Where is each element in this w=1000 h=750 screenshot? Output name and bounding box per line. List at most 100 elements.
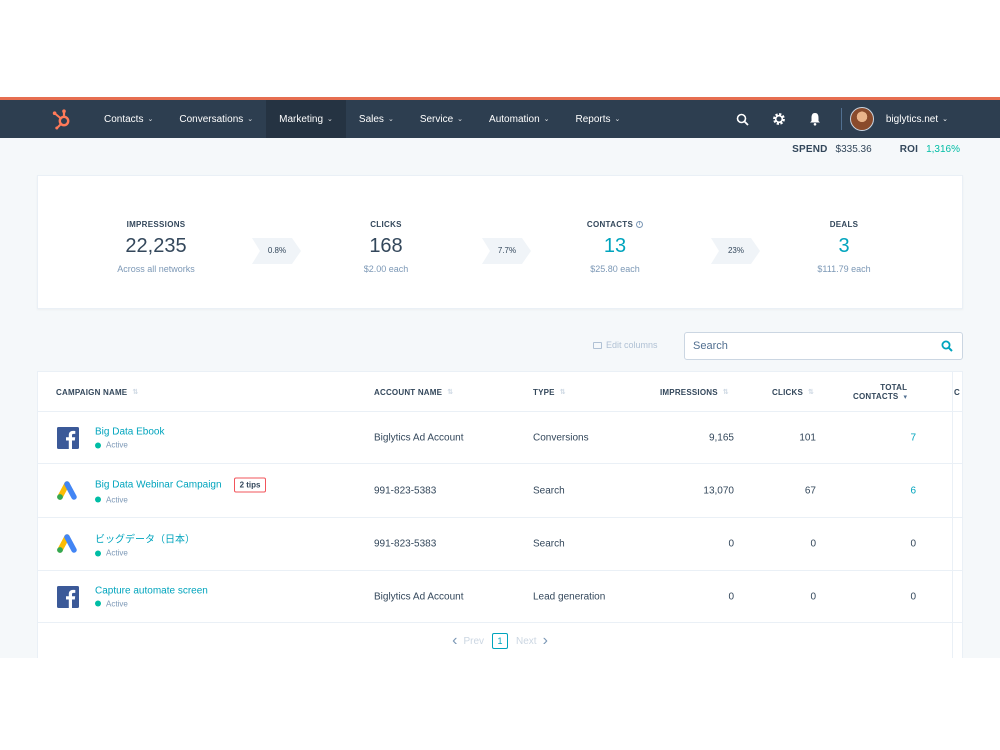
campaign-name-link[interactable]: ビッグデータ（日本） [95,531,195,546]
edit-columns-label: Edit columns [606,340,658,350]
column-total-contacts[interactable]: TOTAL CONTACTS ▾ [853,372,907,412]
pagination: ‹ Prev 1 Next › [0,632,1000,650]
metric-contacts: CONTACTS i 13 $25.80 each [535,220,695,274]
column-campaign-name[interactable]: CAMPAIGN NAME ⇅ [56,372,138,412]
top-nav: Contacts ⌄ Conversations ⌄ Marketing ⌄ Sale… [0,100,1000,138]
status-label: Active [106,495,128,504]
chevron-right-icon: › [542,632,548,649]
clicks-cell: 101 [799,432,816,444]
type-cell: Search [533,538,565,550]
funnel-card: IMPRESSIONS 22,235 Across all networks 0… [37,175,963,309]
account-name: biglytics.net [885,113,939,125]
sort-icon: ⇅ [447,389,454,396]
clicks-cell: 67 [804,485,816,496]
column-account-name[interactable]: ACCOUNT NAME ⇅ [374,372,453,412]
nav-label: Sales [358,113,384,125]
column-label: C [954,387,960,397]
conversion-rate-2: 7.7% [482,238,536,264]
metric-value[interactable]: 13 [603,235,627,257]
status-dot-icon [95,496,101,503]
metric-label: DEALS [829,220,859,229]
edit-columns-button[interactable]: Edit columns [593,340,658,350]
hubspot-logo-icon[interactable] [47,104,77,134]
impressions-cell: 0 [728,538,734,550]
campaign-name-link[interactable]: Big Data Ebook [95,427,165,438]
contacts-cell: 0 [910,538,916,550]
impressions-cell: 0 [728,591,734,602]
search-input[interactable] [685,333,932,359]
column-truncated[interactable]: C [954,372,960,412]
chevron-down-icon: ⌄ [147,116,154,123]
table-row[interactable]: Capture automate screen Active Biglytics… [38,571,962,623]
roi-value: 1,316% [926,144,960,155]
metric-label: IMPRESSIONS [126,220,186,229]
sort-desc-icon: ▾ [903,393,908,401]
column-label: IMPRESSIONS [660,387,718,397]
avatar[interactable] [849,107,874,131]
search-icon[interactable] [725,100,761,138]
nav-label: Contacts [104,113,144,125]
account-menu[interactable]: biglytics.net ⌄ [886,114,948,125]
chevron-down-icon: ⌄ [387,116,394,123]
page-number-current[interactable]: 1 [492,633,508,649]
gear-icon[interactable] [761,100,797,138]
prev-page-button[interactable]: ‹ Prev [446,632,484,650]
search-icon[interactable] [932,332,962,360]
google-ads-icon [55,480,79,502]
campaign-cell: Capture automate screen Active [95,585,208,608]
table-scroll-edge [952,372,962,658]
nav-service[interactable]: Service ⌄ [407,100,476,138]
nav-reports[interactable]: Reports ⌄ [563,100,634,138]
nav-marketing[interactable]: Marketing ⌄ [266,100,346,138]
roi-label: ROI [899,144,919,155]
account-cell: 991-823-5383 [374,485,437,496]
chevron-down-icon: ⌄ [247,116,254,123]
impressions-cell: 13,070 [703,485,734,496]
info-icon[interactable]: i [636,221,644,228]
nav-label: Marketing [279,113,324,125]
nav-sales[interactable]: Sales ⌄ [346,100,407,138]
status-dot-icon [95,550,101,556]
metric-subtext: $111.79 each [817,264,871,274]
clicks-cell: 0 [810,591,816,602]
bell-icon[interactable] [797,100,833,138]
status-label: Active [106,440,128,450]
column-type[interactable]: TYPE ⇅ [533,372,566,412]
table-row[interactable]: Big Data Webinar Campaign 2 tips Active 9… [38,464,962,518]
table-header: CAMPAIGN NAME ⇅ ACCOUNT NAME ⇅ TYPE ⇅ IMPRE… [38,372,962,412]
column-label: CAMPAIGN NAME [56,387,128,397]
nav-conversations[interactable]: Conversations ⌄ [166,100,266,138]
rate-label: 0.8% [267,246,287,255]
type-cell: Lead generation [533,591,606,602]
campaign-name: Big Data Ebook [95,426,165,438]
nav-divider [840,108,842,130]
table-row[interactable]: Big Data Ebook Active Biglytics Ad Accou… [38,413,962,464]
metric-value[interactable]: 3 [838,235,850,257]
column-label: CLICKS [772,387,803,397]
sort-icon: ⇅ [807,389,815,396]
facebook-icon [55,585,79,608]
chevron-down-icon: ⌄ [942,116,948,123]
google-ads-icon [55,533,79,555]
next-label: Next [516,635,537,647]
chevron-down-icon: ⌄ [614,116,621,123]
metric-deals: DEALS 3 $111.79 each [764,220,924,274]
nav-contacts[interactable]: Contacts ⌄ [91,100,166,138]
column-impressions[interactable]: IMPRESSIONS ⇅ [660,372,729,412]
nav-automation[interactable]: Automation ⌄ [476,100,562,138]
contacts-cell[interactable]: 7 [910,432,916,444]
next-page-button[interactable]: Next › [516,632,554,650]
metric-subtext: $25.80 each [590,264,640,274]
campaign-name-link[interactable]: Big Data Webinar Campaign 2 tips [95,477,267,492]
column-label: CONTACTS [853,392,899,401]
column-clicks[interactable]: CLICKS ⇅ [772,372,814,412]
table-row[interactable]: ビッグデータ（日本） Active 991-823-5383 Search 0 … [38,518,962,571]
nav-label: Reports [575,113,611,125]
contacts-cell: 0 [910,591,916,602]
spend-summary: SPEND $335.36 ROI 1,316% [792,144,960,155]
contacts-cell[interactable]: 6 [910,485,916,496]
tips-badge[interactable]: 2 tips [233,477,267,492]
prev-label: Prev [463,635,484,647]
chevron-left-icon: ‹ [452,632,458,649]
campaign-name-link[interactable]: Capture automate screen [95,585,208,596]
